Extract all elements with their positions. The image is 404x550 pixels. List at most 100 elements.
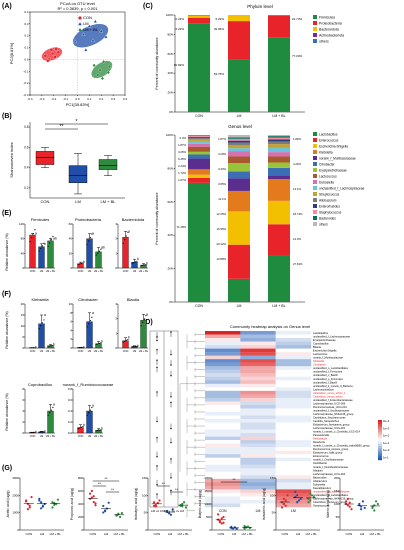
heatmap-cell [275, 355, 312, 360]
scfa-chart-1: 0 200 400 600 800 Propionic acid (ug/g) CON LM L… [70, 476, 128, 536]
heatmap-cell [275, 341, 312, 346]
f-coprobacillus-ytick: 2 [22, 420, 24, 424]
scfa-datapoint [348, 505, 351, 508]
heatmap-arrow-lm-vs-con-head [156, 366, 158, 368]
heatmap-cell [275, 485, 312, 490]
scfa-datapoint [286, 494, 289, 497]
heatmap-cell [240, 369, 276, 374]
genus-bar-segment-citrobacter [228, 171, 250, 179]
heatmap-cell [240, 447, 276, 451]
e-firmicutes-bar [47, 240, 54, 269]
scfa-datapoint [168, 512, 171, 515]
phylum-xtick: LM + BL [272, 114, 285, 118]
heatmap-cell [240, 383, 276, 388]
heatmap-row-label: norank_f_Oscillospiraceae [313, 458, 344, 462]
e-bacteroidota-xtick: LM + BL [139, 270, 149, 273]
f-coprobacillus-title: Coprobacillus [28, 382, 52, 387]
heatmap-scale-step [378, 436, 382, 439]
heatmap-cell [240, 419, 276, 423]
f-citrobacter-datapoint [97, 343, 99, 345]
f-xtick: LM [88, 435, 91, 438]
heatmap-cell [240, 338, 276, 342]
f-blautia-sig-letter: a [146, 312, 148, 316]
f-klebsiella-sig-letter: b [35, 346, 37, 350]
scfa-datapoint [90, 489, 93, 493]
e-bacteroidota-datapoint [136, 260, 138, 262]
scfa-datapoint [117, 512, 120, 515]
pcoa-ytick: -0.3 [23, 93, 29, 97]
f-norank_f_ruminococcaceae-datapoint [86, 414, 88, 416]
genus-xtick: CON [195, 304, 203, 308]
scfa-datapoint [107, 501, 110, 504]
e-proteobacteria-datapoint [82, 262, 84, 264]
heatmap-cell [240, 345, 276, 349]
heatmap-cell [205, 443, 241, 448]
pcoa-xtick: 0.2 [99, 97, 104, 101]
phylum-ytick: 20% [167, 91, 173, 95]
pcoa-xlabel: PC1[35.83%] [66, 102, 90, 107]
heatmap-cell [275, 457, 312, 462]
scfa-datapoint [26, 502, 29, 506]
heatmap-scale-step [378, 432, 382, 435]
scfa-xtick: CON [217, 532, 224, 536]
pcoa-point-lm [104, 34, 108, 39]
scfa-datapoint [56, 498, 60, 501]
heatmap-cell [205, 496, 241, 501]
heatmap-cell [240, 376, 276, 381]
genus-bar-segment-klebsiella [228, 190, 250, 212]
f-citrobacter-sig-letter: b [101, 339, 103, 343]
genus-bar-value-lm: 1.87% [218, 137, 226, 141]
scfa-ytick: 100 [270, 493, 275, 497]
heatmap-scale-label: 1e+1 [383, 441, 390, 445]
heatmap-cell [275, 461, 312, 465]
phylum-bar-segment-proteobacteria [228, 21, 250, 60]
scfa-sig-label: ** [162, 481, 166, 486]
genus-bar-segment-streptococcus [228, 144, 250, 149]
pcoa-point-bl [95, 72, 100, 77]
genus-legend-label: Citrobacter [319, 163, 336, 167]
heatmap-cell [275, 429, 312, 434]
heatmap-row-label: Eubacterium_hallii_group [313, 451, 343, 455]
genus-bar-value-con: 0.4% [180, 136, 187, 140]
f-norank_f_ruminococcaceae-sig-letter: b [83, 423, 85, 427]
scfa-datapoint [41, 505, 45, 508]
e-proteobacteria-xtick: LM [88, 270, 91, 273]
phylum-legend-swatch [313, 21, 317, 25]
box-xtick: LM + BL [100, 199, 116, 204]
f-klebsiella-datapoint [32, 347, 34, 349]
heatmap-arrow-lm-vs-con-head [156, 390, 158, 393]
scfa-datapoint [297, 499, 300, 502]
scfa-datapoint [92, 495, 95, 498]
heatmap-scale-step [378, 446, 382, 449]
scfa-chart-4: 0 50 100 150 Isovaleric acid (ug/g) CON LM LM +… [262, 476, 320, 536]
heatmap-cell [205, 411, 241, 416]
heatmap-cell [205, 457, 241, 462]
scfa-datapoint [104, 510, 107, 513]
genus-legend-swatch [313, 210, 317, 214]
f-blautia-sig-letter: b [128, 336, 130, 340]
heatmap-row-label: Parasutterella [313, 433, 330, 437]
scfa-datapoint [169, 513, 172, 516]
genus-legend-label: Erysipelotrichaceae [319, 169, 347, 173]
pcoa-point-con [46, 58, 50, 63]
f-coprobacillus-datapoint [41, 431, 43, 433]
heatmap-scale-step [378, 456, 382, 459]
scfa-datapoint [53, 502, 56, 505]
genus-bar-segment-unclassified_f_lachnospiraceae [268, 147, 290, 153]
box-ytick: 0.6 [24, 145, 29, 149]
f-norank_f_ruminococcaceae-datapoint [97, 429, 99, 432]
phylum-bar-value: 0.23% [175, 17, 184, 21]
heatmap-cell [240, 426, 276, 430]
scfa-sig-label: ** [111, 487, 115, 492]
heatmap-cell [275, 362, 312, 367]
e-proteobacteria-datapoint [77, 263, 79, 266]
heatmap-arrow-bl-vs-lm-head [170, 375, 172, 377]
heatmap-arrow-header: LM + BL vs LM [164, 509, 184, 513]
phylum-ytick: 80% [167, 32, 173, 36]
heatmap-row-label: unclassified_f_Lachnospiraceae [313, 335, 350, 339]
panel-label-G: (G) [2, 465, 12, 472]
heatmap-row-label: norank_f_Desulfovibrionaceae [313, 465, 349, 469]
e-proteobacteria-datapoint [86, 243, 88, 246]
phylum-ylabel: Percent of community abundance [155, 37, 159, 89]
heatmap-arrow-header: LM vs CON [151, 509, 167, 513]
